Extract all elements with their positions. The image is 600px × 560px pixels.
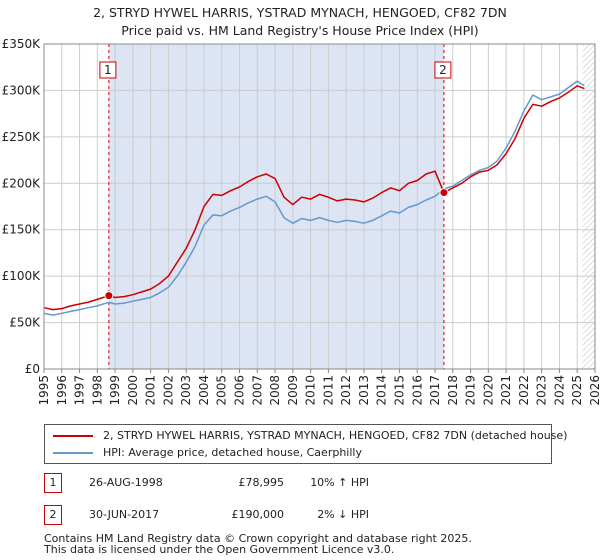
legend-swatch-hpi: [53, 452, 93, 454]
x-tick-label: 1998: [90, 375, 104, 406]
x-tick-label: 2006: [233, 375, 247, 406]
x-tick-label: 2001: [144, 375, 158, 406]
x-tick-label: 2014: [375, 375, 389, 406]
sale-price: £190,000: [231, 508, 285, 521]
legend-label-property: 2, STRYD HYWEL HARRIS, YSTRAD MYNACH, HE…: [103, 429, 568, 442]
sale-number-badge: 2: [44, 505, 62, 525]
chart-title-line1: 2, STRYD HYWEL HARRIS, YSTRAD MYNACH, HE…: [93, 5, 507, 20]
x-tick-label: 2011: [321, 375, 335, 406]
x-tick-label: 2003: [179, 375, 193, 406]
footer: Contains HM Land Registry data © Crown c…: [44, 533, 472, 555]
chart-area: 1 2 £0 £50K £100K £150K £200K £250K £300K £350K 1…: [2, 37, 600, 406]
x-tick-label: 2026: [588, 375, 600, 406]
x-tick-label: 2021: [499, 375, 513, 406]
y-tick-label: £100K: [2, 269, 42, 283]
y-tick-label: £0: [25, 362, 40, 376]
chart-title: 2, STRYD HYWEL HARRIS, YSTRAD MYNACH, HE…: [0, 4, 600, 40]
x-tick-label: 1995: [37, 375, 51, 406]
footer-line1: Contains HM Land Registry data © Crown c…: [44, 532, 472, 545]
sale-price: £78,995: [238, 476, 285, 489]
sale-hpi-diff: 2% ↓ HPI: [317, 508, 369, 521]
x-tick-label: 2009: [286, 375, 300, 406]
y-tick-label: £200K: [2, 176, 42, 190]
x-tick-label: 2008: [268, 375, 282, 406]
sale-label-text: 2: [439, 63, 447, 77]
y-tick-label: £300K: [2, 83, 42, 97]
sale-number-badge: 1: [44, 473, 62, 493]
x-tick-label: 2018: [446, 375, 460, 406]
series-line-property: [43, 85, 585, 311]
y-tick-label: £50K: [9, 316, 41, 330]
sale-point: [439, 188, 449, 198]
x-tick-label: 2004: [197, 375, 211, 406]
hatched-period: [582, 44, 595, 369]
x-tick-label: 2016: [410, 375, 424, 406]
x-tick-label: 2007: [250, 375, 264, 406]
chart-title-line2: Price paid vs. HM Land Registry's House …: [121, 23, 479, 38]
sale-point: [104, 291, 114, 301]
y-tick-label: £250K: [2, 130, 42, 144]
x-tick-label: 2015: [392, 375, 406, 406]
series-line-hpi: [43, 80, 585, 316]
legend-label-hpi: HPI: Average price, detached house, Caer…: [103, 446, 362, 459]
y-tick-label: £150K: [2, 223, 42, 237]
x-tick-label: 2017: [428, 375, 442, 406]
x-tick-label: 2023: [535, 375, 549, 406]
sale-label-box: [434, 61, 452, 79]
sale-label-box: [99, 61, 117, 79]
legend: 2, STRYD HYWEL HARRIS, YSTRAD MYNACH, HE…: [44, 424, 567, 464]
x-tick-label: 2002: [161, 375, 175, 406]
x-tick-label: 1999: [108, 375, 122, 406]
sale-date: 26-AUG-1998: [89, 476, 163, 489]
x-tick-label: 1997: [73, 375, 87, 406]
x-tick-label: 2005: [215, 375, 229, 406]
shaded-period: [108, 44, 444, 369]
plot-border: [43, 43, 596, 370]
x-tick-label: 2019: [464, 375, 478, 406]
x-tick-label: 1996: [55, 375, 69, 406]
x-tick-label: 2024: [552, 375, 566, 406]
x-tick-label: 2012: [339, 375, 353, 406]
x-tick-label: 2000: [126, 375, 140, 406]
sale-label-text: 1: [104, 63, 112, 77]
footer-line2: This data is licensed under the Open Gov…: [44, 543, 395, 556]
sale-hpi-diff: 10% ↑ HPI: [310, 476, 369, 489]
y-tick-label: £350K: [2, 37, 42, 51]
x-tick-label: 2022: [517, 375, 531, 406]
x-tick-label: 2013: [357, 375, 371, 406]
legend-swatch-property: [53, 435, 93, 437]
sale-date: 30-JUN-2017: [89, 508, 160, 521]
x-tick-label: 2020: [481, 375, 495, 406]
x-tick-label: 2010: [304, 375, 318, 406]
x-tick-label: 2025: [570, 375, 584, 406]
